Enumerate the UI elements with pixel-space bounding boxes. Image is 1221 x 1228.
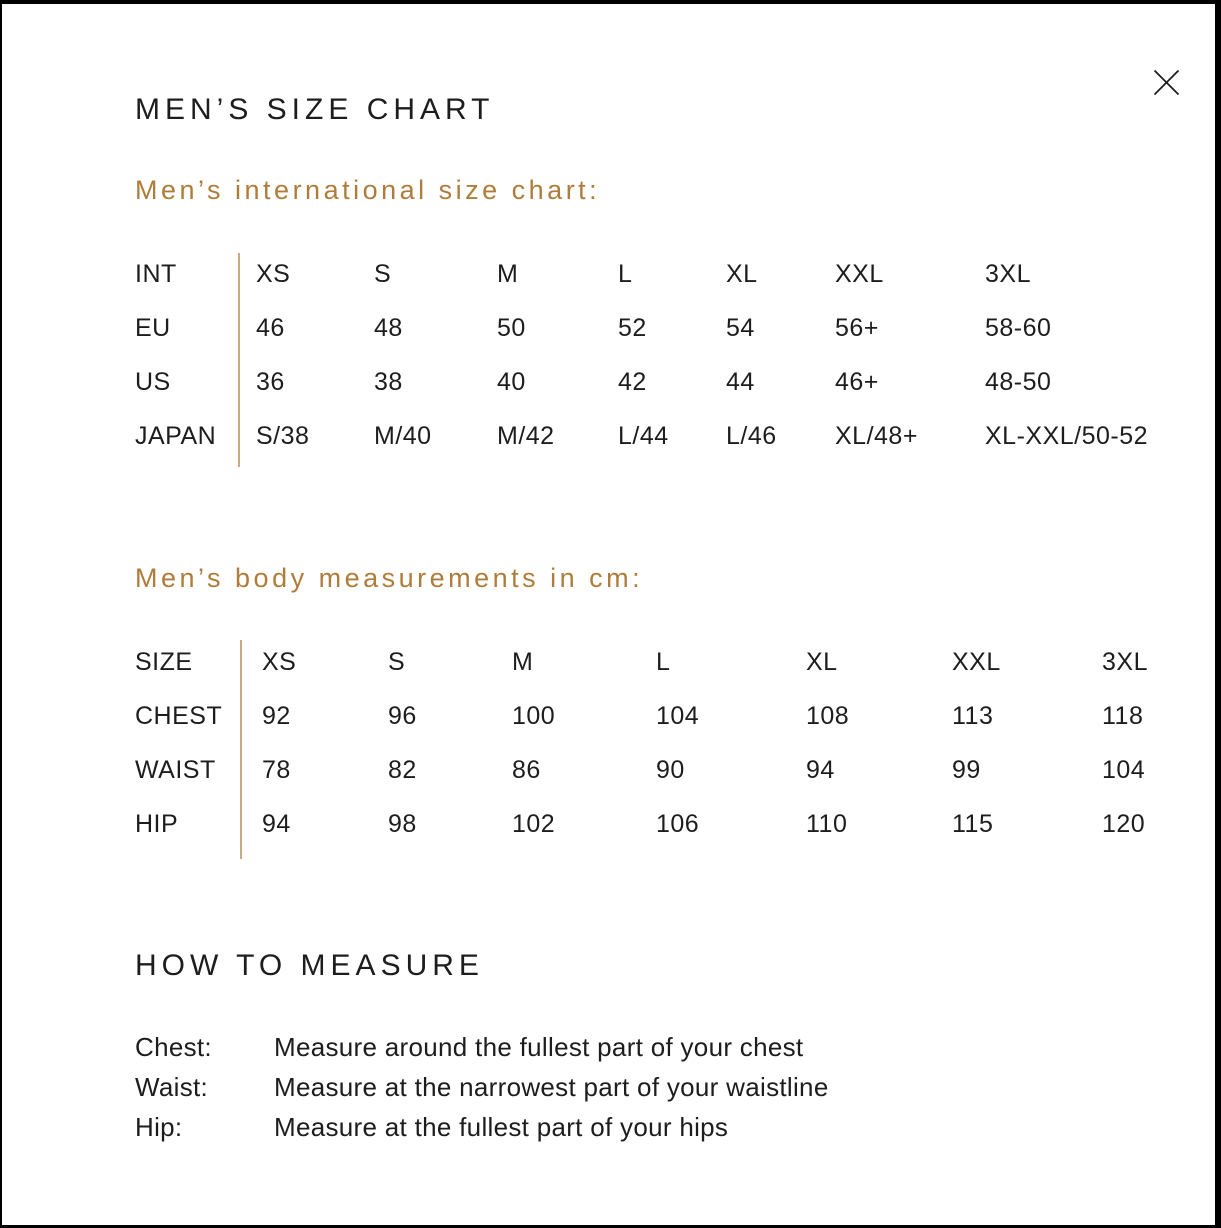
close-button[interactable] <box>1146 62 1186 102</box>
table-cell: 78 <box>262 755 291 784</box>
table-cell: 90 <box>656 755 685 784</box>
table-cell: 38 <box>374 367 403 396</box>
table-cell: 58-60 <box>985 313 1052 342</box>
table-row: INT XS S M L XL XXL 3XL <box>135 247 1165 301</box>
table-cell: 100 <box>512 701 556 730</box>
measure-text: Measure at the fullest part of your hips <box>274 1111 729 1142</box>
table-cell: M/42 <box>497 421 555 450</box>
table-cell: 94 <box>262 809 291 838</box>
table-cell: S <box>388 647 406 676</box>
table-cell: XS <box>262 647 297 676</box>
table-cell: 44 <box>726 367 755 396</box>
table-row: EU 46 48 50 52 54 56+ 58-60 <box>135 301 1165 355</box>
list-item: Hip: Measure at the fullest part of your… <box>135 1107 829 1147</box>
table-cell: XL/48+ <box>835 421 918 450</box>
table-cell: 108 <box>806 701 850 730</box>
table-cell: 98 <box>388 809 417 838</box>
table-cell: XXL <box>835 259 884 288</box>
table-cell: 96 <box>388 701 417 730</box>
measure-label: Hip: <box>135 1111 183 1142</box>
table-cell: 3XL <box>1102 647 1148 676</box>
row-label: US <box>135 367 171 396</box>
table-cell: 50 <box>497 313 526 342</box>
table-cell: 115 <box>952 809 994 838</box>
row-label: INT <box>135 259 177 288</box>
measure-text: Measure around the fullest part of your … <box>274 1031 804 1062</box>
row-label: JAPAN <box>135 421 217 450</box>
table-cell: 104 <box>1102 755 1146 784</box>
table-cell: 118 <box>1102 701 1144 730</box>
table-cell: 104 <box>656 701 700 730</box>
measure-text: Measure at the narrowest part of your wa… <box>274 1071 829 1102</box>
table-cell: 86 <box>512 755 541 784</box>
table-cell: 40 <box>497 367 526 396</box>
table-cell: L/44 <box>618 421 669 450</box>
table-cell: 94 <box>806 755 835 784</box>
table-cell: 110 <box>806 809 848 838</box>
table-cell: 56+ <box>835 313 879 342</box>
table-cell: M <box>512 647 534 676</box>
row-label: WAIST <box>135 755 216 784</box>
table-cell: S <box>374 259 392 288</box>
table-cell: 113 <box>952 701 994 730</box>
measure-label: Waist: <box>135 1071 209 1102</box>
row-label: EU <box>135 313 171 342</box>
table-cell: XS <box>256 259 291 288</box>
body-measurements-table: SIZE XS S M L XL XXL 3XL CHEST 92 96 100… <box>135 635 1212 859</box>
table-cell: 99 <box>952 755 981 784</box>
list-item: Chest: Measure around the fullest part o… <box>135 1027 829 1067</box>
table-cell: 36 <box>256 367 285 396</box>
table-cell: L <box>618 259 633 288</box>
table-cell: 106 <box>656 809 700 838</box>
table-cell: 48 <box>374 313 403 342</box>
table-cell: M <box>497 259 519 288</box>
table-cell: 48-50 <box>985 367 1052 396</box>
table-cell: XL <box>806 647 838 676</box>
table-cell: 46 <box>256 313 285 342</box>
how-to-measure-list: Chest: Measure around the fullest part o… <box>135 1027 829 1147</box>
table-cell: 102 <box>512 809 556 838</box>
table-row: SIZE XS S M L XL XXL 3XL <box>135 635 1212 689</box>
how-to-measure-heading: HOW TO MEASURE <box>135 949 484 982</box>
row-label: CHEST <box>135 701 223 730</box>
table-cell: 82 <box>388 755 417 784</box>
table-row: JAPAN S/38 M/40 M/42 L/44 L/46 XL/48+ XL… <box>135 409 1165 463</box>
table-cell: XL-XXL/50-52 <box>985 421 1149 450</box>
page-title: MEN’S SIZE CHART <box>135 93 495 126</box>
table-cell: 92 <box>262 701 291 730</box>
table-cell: XL <box>726 259 758 288</box>
table-cell: 42 <box>618 367 647 396</box>
table-cell: 46+ <box>835 367 879 396</box>
table-cell: 120 <box>1102 809 1146 838</box>
measure-label: Chest: <box>135 1031 212 1062</box>
table-row: HIP 94 98 102 106 110 115 120 <box>135 797 1212 851</box>
international-chart-heading: Men’s international size chart: <box>135 175 601 205</box>
table-row: US 36 38 40 42 44 46+ 48-50 <box>135 355 1165 409</box>
row-label: HIP <box>135 809 179 838</box>
table-cell: M/40 <box>374 421 432 450</box>
close-icon <box>1153 69 1179 95</box>
international-size-table: INT XS S M L XL XXL 3XL EU 46 48 50 52 5… <box>135 247 1165 467</box>
table-cell: L/46 <box>726 421 777 450</box>
table-row: WAIST 78 82 86 90 94 99 104 <box>135 743 1212 797</box>
table-cell: L <box>656 647 671 676</box>
table-row: CHEST 92 96 100 104 108 113 118 <box>135 689 1212 743</box>
table-cell: 3XL <box>985 259 1031 288</box>
table-cell: XXL <box>952 647 1001 676</box>
table-cell: 54 <box>726 313 755 342</box>
row-label: SIZE <box>135 647 193 676</box>
table-cell: S/38 <box>256 421 310 450</box>
body-measurements-heading: Men’s body measurements in cm: <box>135 563 644 593</box>
column-divider <box>240 640 242 859</box>
column-divider <box>238 253 240 467</box>
table-cell: 52 <box>618 313 647 342</box>
list-item: Waist: Measure at the narrowest part of … <box>135 1067 829 1107</box>
